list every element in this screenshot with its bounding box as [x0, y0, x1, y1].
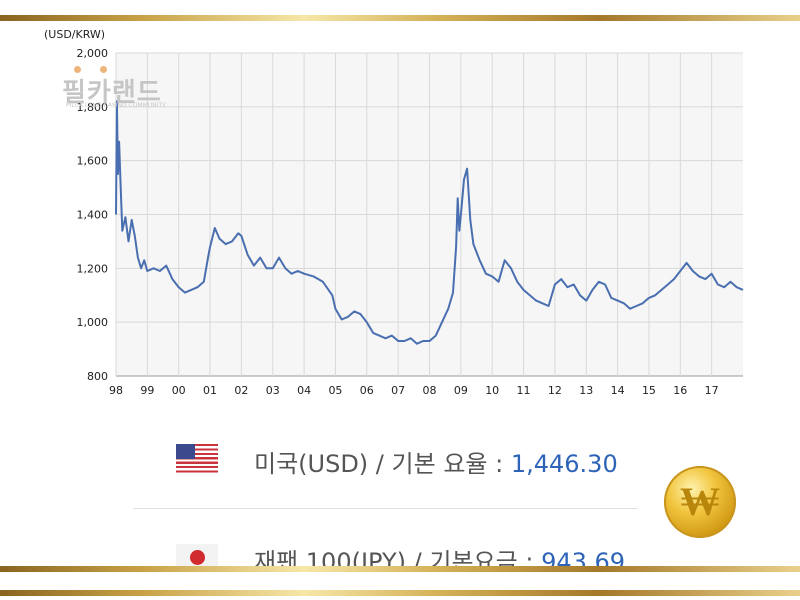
- x-tick-label: 17: [705, 384, 719, 397]
- us-flag-icon: [176, 444, 218, 473]
- bottom-gold-band-2: [0, 590, 800, 596]
- x-tick-label: 08: [423, 384, 437, 397]
- usd-rate-value: 1,446.30: [510, 450, 618, 478]
- x-tick-label: 10: [485, 384, 499, 397]
- x-tick-label: 00: [172, 384, 186, 397]
- y-tick-label: 2,000: [77, 47, 109, 60]
- y-tick-label: 1,000: [77, 316, 109, 329]
- x-tick-label: 03: [266, 384, 280, 397]
- x-tick-label: 13: [579, 384, 593, 397]
- x-tick-label: 16: [673, 384, 687, 397]
- y-unit-label: (USD/KRW): [44, 28, 105, 41]
- x-axis-ticks: 98 99 00 01 02 03 04 05 06 07 08 09 10 11 12 13 14 15 16 17: [109, 384, 719, 397]
- x-tick-label: 99: [140, 384, 154, 397]
- y-tick-label: 1,400: [77, 209, 109, 222]
- x-tick-label: 98: [109, 384, 123, 397]
- usd-rate-label: 기본 요율 :: [391, 450, 504, 478]
- usd-country-label: 미국(USD) /: [254, 450, 384, 478]
- y-tick-label: 1,800: [77, 101, 109, 114]
- exchange-rate-chart: (USD/KRW) 800 1,000 1,200 1,400 1,600 1,800 2,…: [44, 28, 744, 397]
- x-tick-label: 07: [391, 384, 405, 397]
- won-symbol: ₩: [680, 478, 720, 525]
- x-tick-label: 05: [328, 384, 342, 397]
- japan-flag-icon: [176, 544, 218, 570]
- y-tick-label: 800: [87, 370, 108, 383]
- bottom-gold-band-1: [0, 566, 800, 572]
- y-tick-label: 1,200: [77, 262, 109, 275]
- top-gold-band: [0, 15, 800, 21]
- y-axis-ticks: 800 1,000 1,200 1,400 1,600 1,800 2,000: [77, 47, 109, 383]
- won-coin-icon: ₩: [664, 466, 736, 538]
- y-tick-label: 1,600: [77, 155, 109, 168]
- x-tick-label: 09: [454, 384, 468, 397]
- us-flag-canton: [176, 444, 195, 459]
- usd-krw-series-line: [115, 100, 744, 345]
- x-tick-label: 01: [203, 384, 217, 397]
- japan-flag-sun: [190, 550, 205, 565]
- x-tick-label: 04: [297, 384, 311, 397]
- x-tick-label: 06: [360, 384, 374, 397]
- usd-rate-row: 미국(USD) / 기본 요율 : 1,446.30: [254, 444, 618, 479]
- x-tick-label: 12: [548, 384, 562, 397]
- x-tick-label: 11: [517, 384, 531, 397]
- x-tick-label: 15: [642, 384, 656, 397]
- x-tick-label: 14: [611, 384, 625, 397]
- x-tick-label: 02: [234, 384, 248, 397]
- rate-divider: [133, 508, 638, 509]
